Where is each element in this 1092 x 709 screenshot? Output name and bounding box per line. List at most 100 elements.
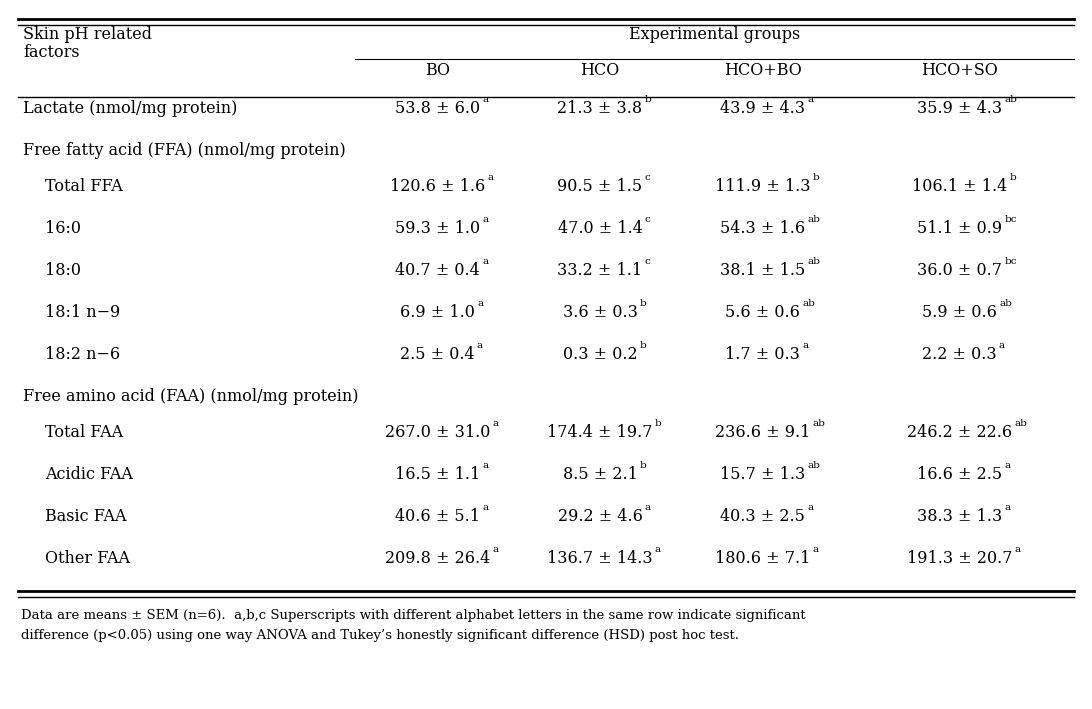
Text: 16:0: 16:0 [45,220,81,237]
Text: a: a [812,545,819,554]
Text: a: a [477,341,483,350]
Text: Lactate (nmol/mg protein): Lactate (nmol/mg protein) [23,100,237,117]
Text: 120.6 ± 1.6: 120.6 ± 1.6 [390,178,485,195]
Text: a: a [487,174,494,182]
Text: 51.1 ± 0.9: 51.1 ± 0.9 [917,220,1002,237]
Text: Basic FAA: Basic FAA [45,508,127,525]
Text: ab: ab [999,299,1012,308]
Text: 6.9 ± 1.0: 6.9 ± 1.0 [400,304,475,321]
Text: bc: bc [1005,257,1017,267]
Text: a: a [807,503,814,513]
Text: b: b [655,419,662,428]
Text: a: a [655,545,661,554]
Text: 38.3 ± 1.3: 38.3 ± 1.3 [917,508,1002,525]
Text: a: a [492,419,498,428]
Text: 21.3 ± 3.8: 21.3 ± 3.8 [557,100,642,117]
Text: 5.6 ± 0.6: 5.6 ± 0.6 [725,304,800,321]
Text: b: b [644,96,652,104]
Text: 16.5 ± 1.1: 16.5 ± 1.1 [395,466,480,483]
Text: 53.8 ± 6.0: 53.8 ± 6.0 [395,100,480,117]
Text: Other FAA: Other FAA [45,550,130,567]
Text: 29.2 ± 4.6: 29.2 ± 4.6 [558,508,642,525]
Text: a: a [483,503,488,513]
Text: 3.6 ± 0.3: 3.6 ± 0.3 [562,304,638,321]
Text: 267.0 ± 31.0: 267.0 ± 31.0 [384,424,490,441]
Text: 106.1 ± 1.4: 106.1 ± 1.4 [912,178,1007,195]
Text: a: a [1005,462,1010,470]
Text: bc: bc [1005,216,1017,224]
Text: factors: factors [23,44,80,61]
Text: Data are means ± SEM (n=6).  a,b,c Superscripts with different alphabet letters : Data are means ± SEM (n=6). a,b,c Supers… [21,609,806,622]
Text: a: a [807,96,814,104]
Text: Free amino acid (FAA) (nmol/mg protein): Free amino acid (FAA) (nmol/mg protein) [23,388,358,405]
Text: a: a [477,299,484,308]
Text: a: a [1014,545,1021,554]
Text: ab: ab [1014,419,1028,428]
Text: HCO: HCO [580,62,619,79]
Text: a: a [803,341,808,350]
Text: ab: ab [803,299,815,308]
Text: 2.2 ± 0.3: 2.2 ± 0.3 [922,346,997,363]
Text: ab: ab [812,419,826,428]
Text: 18:1 n−9: 18:1 n−9 [45,304,120,321]
Text: c: c [644,257,651,267]
Text: 246.2 ± 22.6: 246.2 ± 22.6 [907,424,1012,441]
Text: 15.7 ± 1.3: 15.7 ± 1.3 [720,466,805,483]
Text: ab: ab [807,462,820,470]
Text: 1.7 ± 0.3: 1.7 ± 0.3 [725,346,800,363]
Text: a: a [483,216,488,224]
Text: 5.9 ± 0.6: 5.9 ± 0.6 [922,304,997,321]
Text: a: a [999,341,1005,350]
Text: b: b [640,299,646,308]
Text: 35.9 ± 4.3: 35.9 ± 4.3 [917,100,1002,117]
Text: c: c [644,216,651,224]
Text: a: a [644,503,651,513]
Text: 40.7 ± 0.4: 40.7 ± 0.4 [395,262,479,279]
Text: Experimental groups: Experimental groups [629,26,800,43]
Text: 2.5 ± 0.4: 2.5 ± 0.4 [400,346,475,363]
Text: a: a [483,96,488,104]
Text: HCO+SO: HCO+SO [922,62,998,79]
Text: 191.3 ± 20.7: 191.3 ± 20.7 [906,550,1012,567]
Text: a: a [482,257,488,267]
Text: Free fatty acid (FFA) (nmol/mg protein): Free fatty acid (FFA) (nmol/mg protein) [23,142,346,159]
Text: 18:2 n−6: 18:2 n−6 [45,346,120,363]
Text: Total FFA: Total FFA [45,178,122,195]
Text: 236.6 ± 9.1: 236.6 ± 9.1 [715,424,810,441]
Text: 33.2 ± 1.1: 33.2 ± 1.1 [557,262,642,279]
Text: 40.6 ± 5.1: 40.6 ± 5.1 [395,508,480,525]
Text: 18:0: 18:0 [45,262,81,279]
Text: 38.1 ± 1.5: 38.1 ± 1.5 [720,262,805,279]
Text: 16.6 ± 2.5: 16.6 ± 2.5 [917,466,1002,483]
Text: Total FAA: Total FAA [45,424,123,441]
Text: 36.0 ± 0.7: 36.0 ± 0.7 [917,262,1002,279]
Text: a: a [492,545,498,554]
Text: b: b [640,462,646,470]
Text: ab: ab [807,257,820,267]
Text: a: a [483,462,488,470]
Text: ab: ab [807,216,820,224]
Text: a: a [1005,503,1010,513]
Text: 59.3 ± 1.0: 59.3 ± 1.0 [395,220,480,237]
Text: 111.9 ± 1.3: 111.9 ± 1.3 [715,178,810,195]
Text: 174.4 ± 19.7: 174.4 ± 19.7 [547,424,653,441]
Text: 43.9 ± 4.3: 43.9 ± 4.3 [720,100,805,117]
Text: c: c [644,174,651,182]
Text: 47.0 ± 1.4: 47.0 ± 1.4 [558,220,642,237]
Text: HCO+BO: HCO+BO [724,62,802,79]
Text: b: b [640,341,646,350]
Text: b: b [1009,174,1016,182]
Text: BO: BO [425,62,450,79]
Text: ab: ab [1005,96,1017,104]
Text: Acidic FAA: Acidic FAA [45,466,133,483]
Text: Skin pH related: Skin pH related [23,26,152,43]
Text: 8.5 ± 2.1: 8.5 ± 2.1 [562,466,638,483]
Text: 90.5 ± 1.5: 90.5 ± 1.5 [557,178,642,195]
Text: 40.3 ± 2.5: 40.3 ± 2.5 [720,508,805,525]
Text: 136.7 ± 14.3: 136.7 ± 14.3 [547,550,653,567]
Text: 180.6 ± 7.1: 180.6 ± 7.1 [715,550,810,567]
Text: 54.3 ± 1.6: 54.3 ± 1.6 [720,220,805,237]
Text: b: b [812,174,819,182]
Text: 209.8 ± 26.4: 209.8 ± 26.4 [384,550,490,567]
Text: difference (p<0.05) using one way ANOVA and Tukey’s honestly significant differe: difference (p<0.05) using one way ANOVA … [21,629,739,642]
